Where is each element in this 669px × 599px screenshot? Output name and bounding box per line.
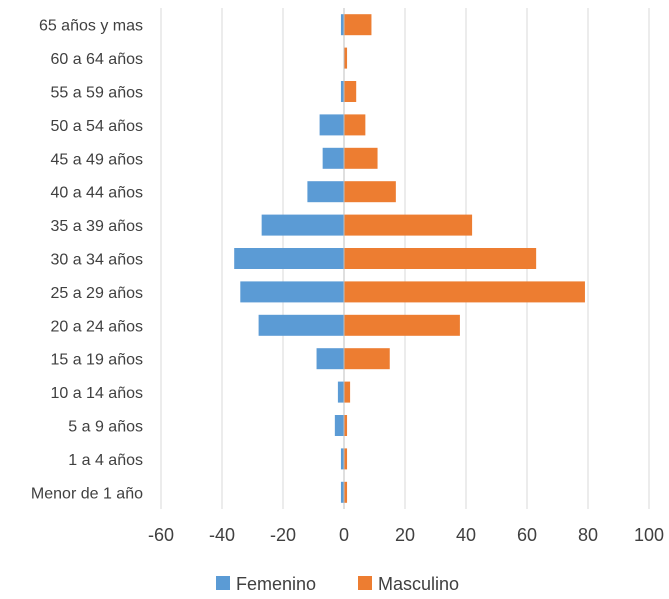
- bar-masculino: [344, 14, 372, 36]
- bar-masculino: [344, 415, 348, 436]
- x-tick-labels: -60 -40 -20 0 20 40 60 80 100: [148, 525, 664, 545]
- category-label: 35 a 39 años: [50, 218, 143, 235]
- category-label: 45 a 49 años: [50, 151, 143, 168]
- category-label: 15 a 19 años: [50, 352, 143, 369]
- category-label: 30 a 34 años: [50, 252, 143, 269]
- category-label: 5 a 9 años: [68, 419, 143, 436]
- bars: [234, 14, 585, 503]
- x-tick-label: 80: [578, 525, 598, 545]
- x-tick-label: -20: [270, 525, 296, 545]
- bar-femenino: [340, 81, 344, 102]
- bar-masculino: [344, 114, 366, 136]
- x-tick-label: 100: [634, 525, 664, 545]
- bar-femenino: [340, 448, 344, 470]
- bar-masculino: [344, 47, 348, 69]
- legend: Femenino Masculino: [216, 574, 459, 594]
- bar-femenino: [337, 381, 344, 403]
- category-label: 1 a 4 años: [68, 452, 143, 469]
- category-label: 65 años y mas: [39, 18, 143, 35]
- bar-masculino: [344, 248, 537, 269]
- bar-masculino: [344, 348, 390, 370]
- bar-masculino: [344, 448, 348, 470]
- category-label: 60 a 64 años: [50, 51, 143, 68]
- bar-masculino: [344, 381, 351, 403]
- legend-swatch-femenino: [216, 576, 230, 590]
- bar-masculino: [344, 481, 348, 503]
- bar-masculino: [344, 314, 460, 336]
- bar-femenino: [240, 281, 344, 303]
- category-label: 25 a 29 años: [50, 285, 143, 302]
- bar-femenino: [258, 314, 344, 336]
- x-tick-label: 60: [517, 525, 537, 545]
- category-label: 40 a 44 años: [50, 185, 143, 202]
- x-tick-label: 0: [339, 525, 349, 545]
- x-tick-label: -40: [209, 525, 235, 545]
- bar-femenino: [334, 415, 344, 436]
- category-labels: Menor de 1 año 1 a 4 años 5 a 9 años 10 a 1…: [31, 18, 143, 503]
- category-label: 50 a 54 años: [50, 118, 143, 135]
- bar-masculino: [344, 147, 378, 169]
- bar-masculino: [344, 81, 357, 102]
- bar-femenino: [261, 214, 344, 236]
- legend-label-femenino: Femenino: [236, 574, 316, 594]
- x-tick-label: 20: [395, 525, 415, 545]
- bar-femenino: [340, 14, 344, 36]
- bar-masculino: [344, 181, 396, 203]
- category-label: 55 a 59 años: [50, 85, 143, 102]
- bar-femenino: [319, 114, 344, 136]
- bar-masculino: [344, 214, 473, 236]
- category-label: Menor de 1 año: [31, 485, 143, 502]
- x-tick-label: 40: [456, 525, 476, 545]
- legend-swatch-masculino: [358, 576, 372, 590]
- category-label: 10 a 14 años: [50, 385, 143, 402]
- category-label: 20 a 24 años: [50, 318, 143, 335]
- bar-femenino: [340, 481, 344, 503]
- bar-femenino: [316, 348, 344, 370]
- bar-femenino: [322, 147, 344, 169]
- legend-label-masculino: Masculino: [378, 574, 459, 594]
- bar-femenino: [307, 181, 344, 203]
- x-tick-label: -60: [148, 525, 174, 545]
- bar-masculino: [344, 281, 585, 303]
- bar-femenino: [234, 248, 344, 269]
